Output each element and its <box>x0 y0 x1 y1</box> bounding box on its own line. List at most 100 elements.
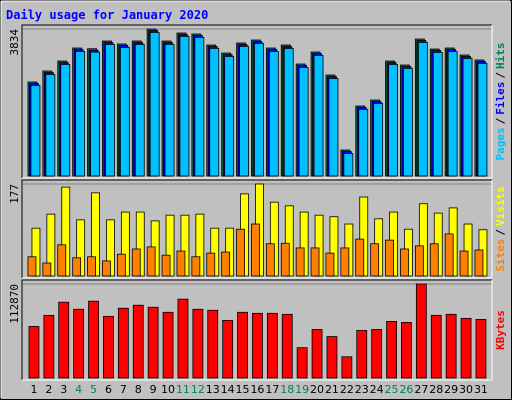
bar <box>149 32 160 177</box>
legend: Pages / Files / Hits <box>494 43 507 161</box>
bar <box>102 260 111 277</box>
bar <box>385 239 394 277</box>
bar <box>281 313 293 379</box>
bar <box>45 74 56 177</box>
bar <box>325 252 335 277</box>
bar <box>191 256 201 277</box>
x-tick-label: 18 <box>280 383 294 396</box>
bar <box>192 308 204 379</box>
bar <box>328 78 339 177</box>
x-tick-label: 4 <box>75 383 82 396</box>
x-tick-label: 20 <box>310 383 324 396</box>
bar <box>459 250 469 277</box>
x-tick-label: 25 <box>385 383 399 396</box>
x-tick-label: 21 <box>325 383 339 396</box>
bar <box>117 307 129 379</box>
x-tick-label: 24 <box>370 383 384 396</box>
legend-separator: / <box>494 117 507 124</box>
bar <box>73 308 85 379</box>
bar <box>462 58 473 177</box>
x-tick-label: 17 <box>265 383 279 396</box>
x-tick-label: 9 <box>150 383 157 396</box>
bar <box>236 228 245 277</box>
bar <box>401 322 412 379</box>
bar <box>296 347 308 379</box>
x-tick-label: 15 <box>236 383 250 396</box>
bar <box>254 43 264 177</box>
x-tick-label: 12 <box>191 383 205 396</box>
bar <box>105 44 115 177</box>
bar <box>60 64 71 177</box>
bar <box>295 247 305 277</box>
x-tick-label: 8 <box>135 383 142 396</box>
bar <box>134 44 145 177</box>
bar <box>221 251 231 277</box>
bar <box>341 356 353 379</box>
panel-bevel <box>21 24 492 178</box>
bar <box>179 36 190 177</box>
bar <box>326 336 338 379</box>
x-tick-label: 1 <box>30 383 37 396</box>
legend-entry: Files <box>494 82 507 115</box>
bar <box>75 51 86 177</box>
bar <box>429 243 439 277</box>
x-tick-label: 19 <box>295 383 309 396</box>
bar <box>444 233 454 277</box>
legend-entry: Sites <box>494 239 507 272</box>
bar <box>28 326 40 379</box>
bar <box>310 247 320 277</box>
bar <box>87 256 96 277</box>
bar <box>88 300 99 379</box>
x-tick-label: 2 <box>45 383 52 396</box>
panel-bevel <box>22 25 493 179</box>
bar <box>251 223 260 277</box>
bar <box>358 109 369 177</box>
legend-entry: Visits <box>494 186 507 226</box>
bar <box>298 67 309 177</box>
bar <box>132 304 144 379</box>
bar <box>460 317 472 379</box>
bar <box>414 245 424 277</box>
bar <box>161 254 171 277</box>
bar <box>371 329 383 379</box>
bar <box>477 63 488 177</box>
bar <box>194 37 205 177</box>
bar <box>237 311 248 379</box>
legend-entry: Pages <box>494 127 507 160</box>
bar <box>400 248 409 277</box>
x-tick-label: 14 <box>221 383 235 396</box>
panel-bevel <box>22 180 493 279</box>
x-tick-label: 6 <box>105 383 112 396</box>
legend-entry: Hits <box>494 43 507 70</box>
bar <box>340 247 350 277</box>
x-tick-label: 30 <box>459 383 473 396</box>
bar <box>370 243 380 277</box>
bar <box>207 309 219 379</box>
x-tick-label: 5 <box>90 383 97 396</box>
bar <box>417 42 428 177</box>
bar <box>147 306 159 379</box>
bar <box>146 246 156 277</box>
bar <box>27 256 37 277</box>
bar <box>119 47 130 177</box>
bar <box>280 242 290 277</box>
bar <box>42 262 52 277</box>
bar <box>58 301 70 379</box>
bar <box>176 250 186 277</box>
bar <box>430 314 442 379</box>
legend-separator: / <box>494 72 507 79</box>
bar <box>162 311 174 379</box>
bar <box>265 243 275 277</box>
bar <box>164 44 175 177</box>
bar <box>313 55 324 177</box>
bar <box>343 153 354 177</box>
bar <box>252 312 263 379</box>
x-tick-label: 26 <box>399 383 413 396</box>
bar <box>432 52 443 177</box>
x-tick-label: 16 <box>250 383 264 396</box>
bar <box>90 51 100 177</box>
legend-separator: / <box>494 229 507 236</box>
bar <box>209 48 220 177</box>
